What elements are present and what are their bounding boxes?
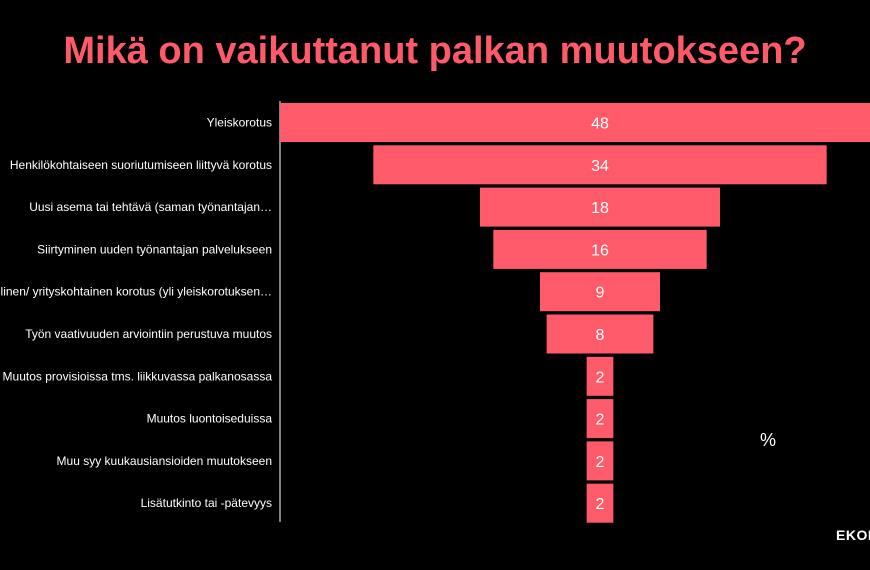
bar-9 bbox=[586, 441, 614, 481]
bar-value-label: 2 bbox=[596, 369, 605, 386]
bar-5 bbox=[540, 272, 660, 312]
bar-value-label: 2 bbox=[596, 412, 605, 429]
bar-value-label: 9 bbox=[596, 285, 605, 302]
brand-logo-text: EKON bbox=[836, 527, 870, 543]
bar-2 bbox=[373, 145, 827, 185]
bar-value-label: 18 bbox=[591, 200, 609, 217]
category-label: Työn vaativuuden arviointiin perustuva m… bbox=[25, 327, 272, 341]
category-label: Muutos provisioissa tms. liikkuvassa pal… bbox=[3, 369, 273, 383]
bar-value-label: 48 bbox=[591, 116, 609, 133]
bar-value-label: 16 bbox=[591, 242, 609, 259]
bar-4 bbox=[493, 229, 707, 269]
bar-7 bbox=[586, 356, 614, 396]
category-label: Henkilökohtaiseen suoriutumiseen liittyv… bbox=[10, 158, 272, 172]
category-label: Lisätutkinto tai -pätevyys bbox=[141, 496, 272, 510]
category-label: Muutos luontoiseduissa bbox=[147, 412, 273, 426]
unit-label: % bbox=[760, 430, 777, 450]
bar-8 bbox=[586, 399, 614, 439]
category-label: Muu syy kuukausiansioiden muutokseen bbox=[57, 454, 272, 468]
bar-6 bbox=[546, 314, 654, 354]
category-label: Paikallinen/ yrityskohtainen korotus (yl… bbox=[0, 285, 272, 299]
bar-10 bbox=[586, 483, 614, 523]
category-label: Yleiskorotus bbox=[207, 116, 272, 130]
category-label: Siirtyminen uuden työnantajan palvelukse… bbox=[37, 242, 272, 256]
category-label: Uusi asema tai tehtävä (saman työnantaja… bbox=[29, 200, 272, 214]
bar-value-label: 2 bbox=[596, 496, 605, 513]
bar-value-label: 8 bbox=[596, 327, 605, 344]
bar-value-label: 34 bbox=[591, 158, 609, 175]
bar-value-label: 2 bbox=[596, 454, 605, 471]
bar-1 bbox=[280, 103, 870, 142]
bar-3 bbox=[480, 187, 720, 227]
chart-title: Mikä on vaikuttanut palkan muutokseen? bbox=[63, 30, 807, 72]
